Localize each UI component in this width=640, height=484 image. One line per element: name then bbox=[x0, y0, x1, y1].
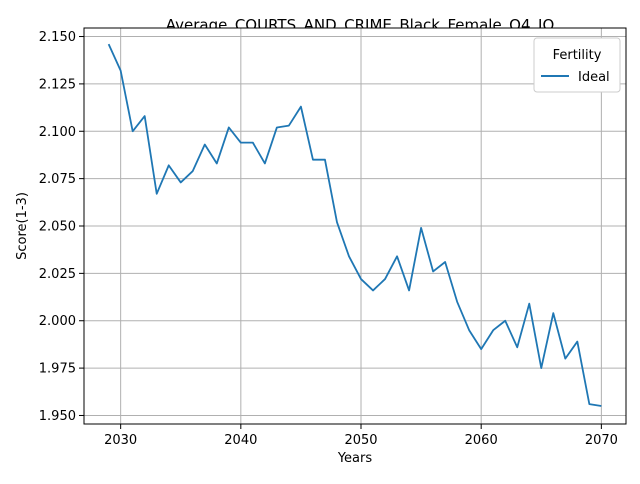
y-tick-label: 2.125 bbox=[39, 77, 76, 92]
x-tick-label: 2030 bbox=[104, 433, 137, 448]
legend-label-ideal: Ideal bbox=[578, 70, 610, 85]
y-axis-label: Score(1-3) bbox=[15, 192, 30, 260]
y-tick-label: 2.050 bbox=[39, 220, 76, 235]
x-tick-label: 2070 bbox=[585, 433, 618, 448]
y-tick-label: 2.150 bbox=[39, 30, 76, 45]
y-tick-label: 2.100 bbox=[39, 125, 76, 140]
y-tick-label: 1.975 bbox=[39, 362, 76, 377]
y-tick-label: 1.950 bbox=[39, 409, 76, 424]
legend: Fertility Ideal bbox=[534, 38, 620, 92]
x-axis-label: Years bbox=[337, 451, 373, 466]
legend-title: Fertility bbox=[553, 48, 602, 63]
x-tick-label: 2040 bbox=[224, 433, 257, 448]
y-tick-label: 2.000 bbox=[39, 314, 76, 329]
y-tick-label: 2.075 bbox=[39, 172, 76, 187]
y-tick-label: 2.025 bbox=[39, 267, 76, 282]
x-tick-label: 2050 bbox=[344, 433, 377, 448]
x-tick-label: 2060 bbox=[465, 433, 498, 448]
